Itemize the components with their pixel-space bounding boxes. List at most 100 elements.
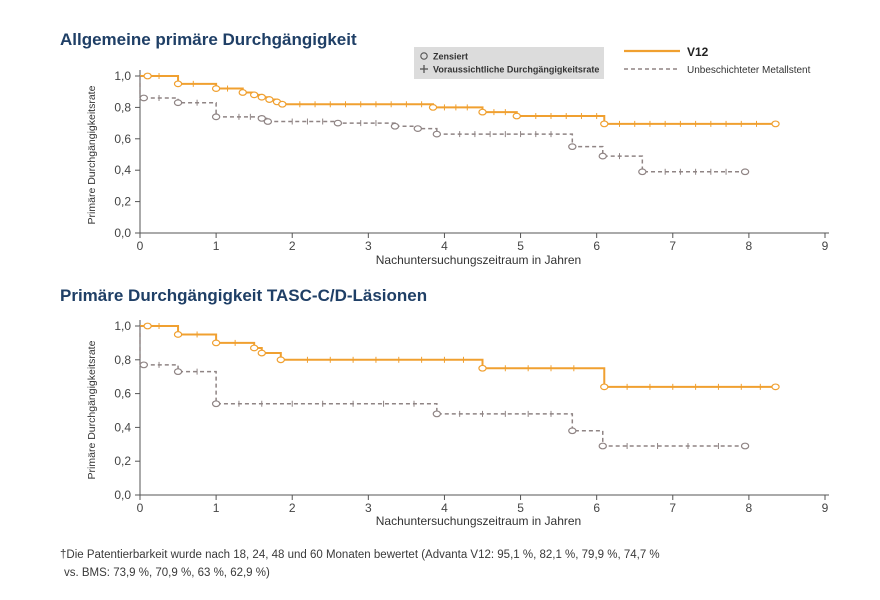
x-tick-label: 9: [822, 501, 829, 515]
chart-title-tasc: Primäre Durchgängigkeit TASC-C/D-Läsione…: [60, 286, 428, 305]
x-tick-label: 7: [669, 501, 676, 515]
series-line: [140, 325, 776, 388]
censored-marker: [257, 93, 266, 101]
footnote: †Die Patentierbarkeit wurde nach 18, 24,…: [60, 546, 660, 582]
x-tick-label: 6: [593, 501, 600, 515]
y-axis-label: Primäre Durchgängigkeitsrate: [86, 340, 98, 479]
legend-v12-label: V12: [687, 45, 709, 59]
censored-marker: [432, 410, 442, 418]
x-tick-label: 4: [441, 239, 448, 253]
censored-marker: [568, 143, 577, 151]
censored-marker: [390, 122, 400, 130]
x-tick-label: 4: [441, 501, 448, 515]
y-tick-label: 0,8: [114, 100, 131, 114]
censored-marker: [598, 442, 607, 450]
censored-marker: [211, 85, 221, 92]
legend: Zensiert Voraussichtliche Durchgängigkei…: [414, 45, 811, 79]
y-tick-label: 0,6: [114, 132, 131, 146]
censored-marker: [771, 120, 780, 128]
censored-marker: [600, 120, 609, 128]
censored-marker: [173, 99, 183, 107]
x-axis-label: Nachuntersuchungszeitraum in Jahren: [376, 253, 581, 267]
x-tick-label: 9: [822, 239, 829, 253]
censored-marker: [143, 72, 152, 80]
plus-marker-icon: [420, 65, 428, 73]
series-bms: [139, 326, 750, 450]
y-tick-label: 0,0: [114, 488, 131, 502]
x-tick-label: 3: [365, 501, 372, 515]
censored-marker: [638, 168, 647, 176]
y-tick-label: 0,8: [114, 353, 131, 367]
censored-marker: [428, 103, 438, 111]
censored-marker: [478, 364, 487, 372]
censored-marker: [238, 89, 247, 96]
legend-bms-label: Unbeschichteter Metallstent: [687, 65, 811, 76]
censored-marker: [173, 80, 183, 88]
x-tick-label: 5: [517, 239, 524, 253]
x-tick-label: 0: [137, 239, 144, 253]
censored-marker: [478, 108, 487, 116]
y-tick-label: 0,0: [114, 226, 131, 240]
y-tick-label: 1,0: [114, 319, 131, 333]
censored-marker: [333, 119, 343, 127]
censored-marker: [249, 91, 259, 99]
censored-marker: [173, 331, 183, 338]
x-tick-label: 8: [746, 501, 753, 515]
censored-marker: [143, 322, 152, 330]
chart1: 0,0 0,2 0,4 0,6 0,8 1,0 0 1 2 3 4 5 6 7 8 9 Nachuntersuc…: [86, 69, 829, 267]
x-tick-label: 0: [137, 501, 144, 515]
censored-marker: [257, 349, 266, 357]
x-tick-label: 3: [365, 239, 372, 253]
series-line: [143, 364, 746, 447]
legend-box: [414, 47, 604, 79]
censored-marker: [740, 168, 750, 176]
y-tick-label: 0,4: [114, 163, 131, 177]
x-axis-label: Nachuntersuchungszeitraum in Jahren: [376, 514, 581, 528]
chart-title-overall: Allgemeine primäre Durchgängigkeit: [60, 30, 357, 49]
censored-marker: [598, 152, 607, 160]
legend-estimated-label: Voraussichtliche Durchgängigkeitsrate: [433, 65, 599, 75]
censored-marker: [139, 361, 149, 369]
y-tick-label: 0,2: [114, 454, 131, 468]
censored-marker: [413, 125, 423, 132]
censored-marker: [263, 118, 273, 125]
x-tick-label: 1: [213, 239, 220, 253]
censored-marker: [257, 114, 266, 122]
censored-marker: [211, 400, 221, 408]
series-v12: [140, 72, 780, 128]
y-tick-label: 0,4: [114, 420, 131, 434]
censored-marker: [211, 113, 221, 121]
censored-marker: [278, 100, 287, 108]
y-tick-label: 1,0: [114, 69, 131, 83]
censored-marker: [211, 339, 221, 347]
censored-marker: [771, 383, 780, 391]
x-tick-label: 6: [593, 239, 600, 253]
censored-marker: [249, 344, 259, 352]
series-bms: [139, 76, 750, 176]
chart2: 0,0 0,2 0,4 0,6 0,8 1,0 0 1 2 3 4 5 6 7 8 9 Nachuntersuc…: [86, 319, 829, 528]
series-line: [140, 75, 776, 125]
x-tick-label: 2: [289, 501, 296, 515]
footnote-line-1: †Die Patentierbarkeit wurde nach 18, 24,…: [60, 549, 660, 561]
censored-marker: [512, 112, 521, 120]
censored-marker: [432, 130, 442, 138]
series-v12: [140, 322, 780, 391]
legend-censored-label: Zensiert: [433, 52, 468, 62]
censored-marker-icon: [420, 52, 428, 60]
x-tick-label: 2: [289, 239, 296, 253]
censored-marker: [173, 368, 183, 376]
censored-marker: [600, 383, 609, 391]
x-tick-label: 7: [669, 239, 676, 253]
censored-marker: [740, 442, 750, 450]
y-tick-label: 0,2: [114, 195, 131, 209]
censored-marker: [276, 356, 286, 364]
x-tick-label: 1: [213, 501, 220, 515]
x-tick-label: 8: [746, 239, 753, 253]
y-tick-label: 0,6: [114, 387, 131, 401]
censored-marker: [568, 427, 577, 435]
censored-marker: [139, 94, 149, 102]
footnote-line-2: vs. BMS: 73,9 %, 70,9 %, 63 %, 62,9 %): [64, 567, 270, 579]
censored-marker: [265, 96, 274, 103]
